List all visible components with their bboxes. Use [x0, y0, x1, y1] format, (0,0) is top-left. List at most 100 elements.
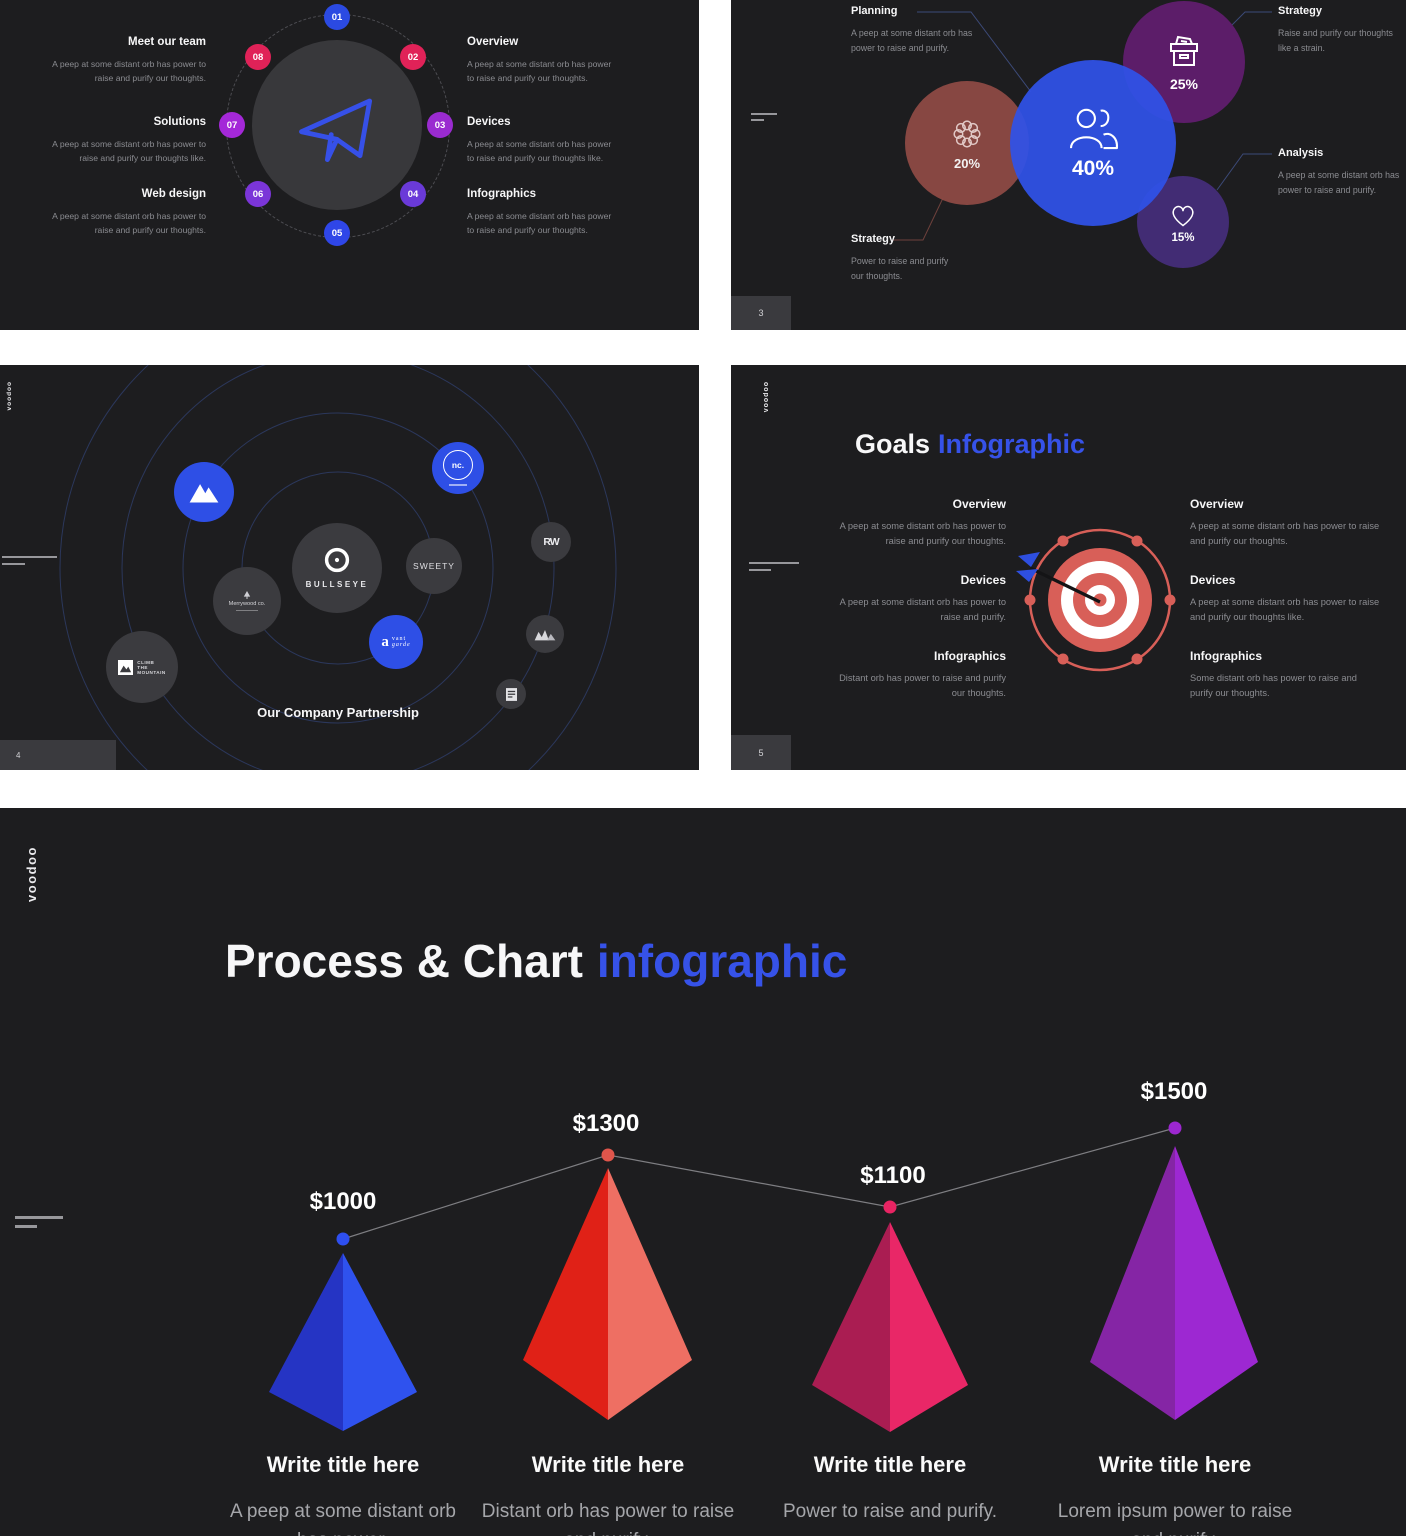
target-bullseye-graphic: [1016, 528, 1176, 672]
mountain-icon: [189, 484, 219, 503]
paper-plane-icon: [299, 98, 373, 162]
slide-title: Process & Chart infographic: [225, 934, 847, 988]
item-title: Infographics: [467, 188, 537, 200]
people-icon: [1069, 108, 1118, 149]
goal-title: Infographics: [1190, 649, 1263, 663]
slide-title-blue: Infographic: [938, 429, 1086, 459]
pyramid-title-3: Write title here: [813, 1452, 967, 1477]
archive-box-icon: [1170, 35, 1198, 66]
value-label-2: $1300: [572, 1110, 640, 1137]
bubble-pct: 40%: [1071, 156, 1115, 180]
slide-menu-dash-icon: [751, 113, 777, 115]
slide-process-chart: voodoo Process & Chart infographic $1000 …: [0, 808, 1406, 1536]
slide-title: Goals Infographic: [855, 429, 1085, 460]
square-mountain-icon: [118, 659, 134, 675]
callout-title: Analysis: [1278, 147, 1324, 159]
item-desc: A peep at some distant orb has power to …: [52, 59, 206, 84]
goal-item-infographics-right: Infographics Some distant orb has power …: [1190, 649, 1380, 701]
slide-title-blue: infographic: [596, 935, 848, 987]
badge-06: 06: [245, 181, 271, 207]
logo-label-line1: vant: [391, 636, 407, 642]
badge-07: 07: [219, 112, 245, 138]
logo-subline: [236, 609, 258, 612]
pyramid-desc-1: A peep at some distant orb has power.: [229, 1501, 457, 1536]
slide-partnership-orbits: BULLSEYE nc. SWEETY RW Merrywood co. a v…: [0, 365, 699, 770]
callout-desc: Power to raise and purify our thoughts.: [851, 256, 949, 281]
slide-menu-dash-icon: [749, 562, 799, 564]
bullseye-target-icon: [324, 547, 350, 573]
callout-analysis: Analysis A peep at some distant orb has …: [1278, 147, 1402, 197]
callout-desc: A peep at some distant orb has power to …: [851, 28, 973, 53]
callout-desc: Raise and purify our thoughts like a str…: [1278, 28, 1393, 53]
arrow-feather-icon: [1016, 552, 1040, 582]
pyramid-desc-2: Distant orb has power to raise and purif…: [481, 1501, 735, 1536]
slide-menu-dash-icon: [15, 1225, 37, 1228]
data-point-dot: [883, 1200, 897, 1214]
badge-02: 02: [400, 44, 426, 70]
badge-03: 03: [427, 112, 453, 138]
logo-label: nc.: [443, 450, 473, 480]
goal-title: Overview: [1190, 497, 1244, 511]
item-desc: A peep at some distant orb has power to …: [467, 59, 612, 84]
pyramid-title-4: Write title here: [1098, 1452, 1252, 1477]
slide-menu-dash-icon: [2, 556, 57, 558]
bubble-pct: 15%: [1171, 231, 1195, 244]
pyramid-purple: [1090, 1121, 1258, 1420]
slide-goals-infographic: voodoo Goals Infographic Overview A peep …: [731, 365, 1406, 770]
logo-bullseye: BULLSEYE: [292, 523, 382, 613]
badge-04: 04: [400, 181, 426, 207]
item-title: Overview: [467, 36, 519, 48]
data-point-dot: [601, 1148, 615, 1162]
brand-voodoo: voodoo: [763, 381, 770, 413]
goal-desc: Distant orb has power to raise and purif…: [839, 673, 1006, 698]
slide-title-white: Process & Chart: [225, 935, 583, 987]
item-infographics: Infographics A peep at some distant orb …: [467, 188, 619, 237]
logo-avant-garde: a vant garde: [369, 615, 423, 669]
item-overview: Overview A peep at some distant orb has …: [467, 36, 619, 85]
logo-document: [496, 679, 526, 709]
pyramid-title-2: Write title here: [531, 1452, 685, 1477]
logo-merrywood: Merrywood co.: [213, 567, 281, 635]
item-desc: A peep at some distant orb has power to …: [467, 211, 612, 236]
bubble-pct: 25%: [1169, 76, 1199, 92]
logo-label-line1: CLIMB: [137, 659, 155, 665]
logo-label-line2: garde: [391, 642, 411, 648]
logo-rw: RW: [531, 522, 571, 562]
goal-item-overview-left: Overview A peep at some distant orb has …: [836, 497, 1006, 549]
value-label-3: $1100: [860, 1162, 926, 1189]
pyramid-pink: [812, 1200, 968, 1432]
logo-subline: [449, 484, 467, 486]
badge-05: 05: [324, 220, 350, 246]
goal-item-overview-right: Overview A peep at some distant orb has …: [1190, 497, 1380, 549]
logo-mountain: [174, 462, 234, 522]
item-desc: A peep at some distant orb has power to …: [52, 139, 206, 164]
slide-title-white: Goals: [855, 429, 931, 459]
flower-icon: [953, 120, 981, 148]
goal-desc: A peep at some distant orb has power to …: [839, 521, 1006, 546]
pyramid-chart: [269, 1121, 1258, 1432]
logo-climb-the-mountain: CLIMB THE MOUNTAIN: [106, 631, 178, 703]
logo-outdoor: [526, 615, 564, 653]
slide-menu-dash-icon: [749, 569, 771, 571]
logo-label: Merrywood co.: [228, 600, 266, 607]
badge-01: 01: [324, 4, 350, 30]
logo-label: SWEETY: [413, 561, 455, 571]
partnership-caption: Our Company Partnership: [257, 705, 419, 720]
item-web-design: Web design A peep at some distant orb ha…: [38, 188, 206, 237]
logo-label: RW: [543, 536, 559, 548]
mountains-icon: [534, 629, 556, 640]
logo-initial: a: [381, 633, 389, 650]
goal-item-infographics-left: Infographics Distant orb has power to ra…: [836, 649, 1006, 701]
goal-desc: A peep at some distant orb has power to …: [1190, 597, 1380, 622]
slide-menu-dash-icon: [15, 1216, 63, 1219]
pyramid-red: [523, 1148, 692, 1420]
callout-strategy-bottom: Strategy Power to raise and purify our t…: [851, 233, 963, 283]
callout-title: Planning: [851, 5, 898, 17]
goal-item-devices-left: Devices A peep at some distant orb has p…: [836, 573, 1006, 625]
logo-label-line3: MOUNTAIN: [137, 669, 166, 675]
goal-desc: Some distant orb has power to raise and …: [1190, 673, 1357, 698]
data-point-dot: [336, 1232, 350, 1246]
callout-planning: Planning A peep at some distant orb has …: [851, 5, 983, 55]
logo-label: BULLSEYE: [305, 580, 369, 589]
